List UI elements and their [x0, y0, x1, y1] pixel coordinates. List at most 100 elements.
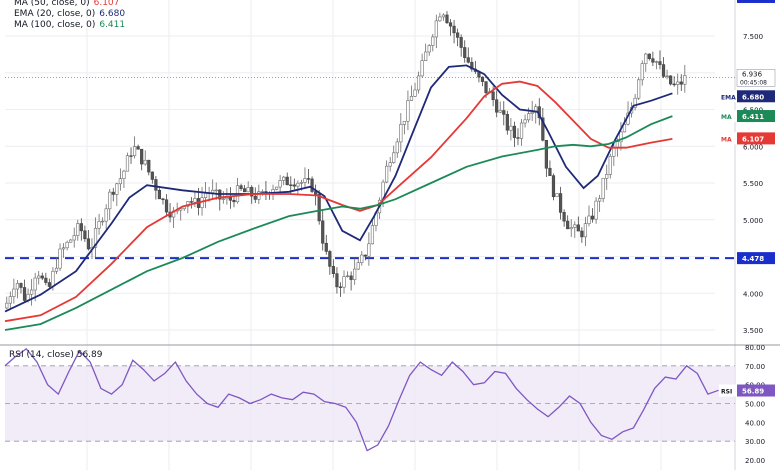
current-price-value: 6.936 [742, 70, 763, 78]
candle-body [321, 220, 325, 244]
candle-body [527, 113, 531, 121]
candle-body [573, 224, 577, 228]
candle-body [353, 268, 357, 280]
candle-body [331, 266, 335, 274]
candle-body [345, 275, 350, 277]
candle-body [370, 225, 375, 245]
candle-body [523, 119, 527, 124]
candle-body [505, 114, 509, 131]
indicator-line [4, 64, 673, 313]
candle-body [569, 227, 573, 230]
candle-body [296, 182, 300, 187]
candle-body [328, 251, 332, 267]
candle-body [360, 254, 364, 264]
candle-body [470, 61, 474, 70]
candle-body [306, 178, 311, 180]
rsi-tick-label: 50.00 [745, 401, 765, 409]
candle-body [314, 191, 318, 195]
candle-body [548, 167, 552, 176]
candle-body [576, 224, 580, 232]
indicator-tag-name: MA [721, 136, 732, 143]
candle-body [484, 81, 488, 94]
indicator-tag-value: 6.411 [742, 113, 764, 121]
candle-body [335, 273, 339, 288]
rsi-tag-bg [737, 384, 775, 397]
candle-body [658, 61, 662, 65]
candle-body [438, 16, 442, 22]
candle-body [51, 270, 55, 287]
legend-rsi: RSI (14, close) 56.89 [9, 350, 103, 360]
price-tick-label: 4.000 [743, 290, 763, 298]
candle-body [12, 288, 16, 297]
candle-body [76, 223, 80, 236]
indicator-tag-bg [737, 110, 775, 123]
candle-body [615, 141, 619, 148]
candle-body [214, 189, 218, 192]
rsi-tick-label: 80.00 [745, 344, 765, 352]
candle-body [250, 187, 254, 197]
candle-body [147, 159, 151, 173]
candle-body [498, 110, 502, 113]
rsi-tag-name-bg [719, 384, 737, 397]
candle-body [647, 53, 651, 59]
candle-body [601, 177, 605, 199]
candle-body [356, 262, 360, 270]
candle-body [676, 81, 680, 85]
candle-body [392, 152, 396, 163]
candle-body [101, 220, 105, 223]
candle-body [19, 283, 23, 288]
candle-body [30, 289, 34, 295]
candle-body [108, 191, 112, 210]
candle-body [534, 106, 538, 113]
candle-body [466, 57, 470, 63]
indicator-tag-bg [737, 132, 775, 145]
candle-body [679, 81, 683, 85]
candle-body [445, 14, 449, 24]
price-tick-label: 7.500 [743, 33, 763, 41]
legend-ma50: MA (50, close, 0) 6.107 [14, 0, 119, 8]
legend-ma50-label: MA (50, close, 0) [14, 0, 90, 8]
candle-body [594, 200, 598, 220]
candle-body [154, 179, 158, 191]
price-tick-label: 5.000 [743, 217, 763, 225]
candle-body [608, 155, 612, 175]
rsi-tick-label: 30.00 [745, 438, 765, 446]
candle-body [683, 75, 687, 85]
indicator-line [4, 115, 673, 331]
candle-body [672, 83, 676, 86]
legend-ma100-label: MA (100, close, 0) [14, 20, 96, 30]
candle-body [633, 97, 637, 108]
legend-ema20-value: 6.680 [99, 9, 126, 19]
candle-body [115, 183, 119, 195]
price-tick-label: 6.000 [743, 143, 763, 151]
candle-body [661, 64, 666, 77]
legend-ma100-value: 6.411 [99, 20, 126, 30]
candle-body [179, 208, 183, 211]
candle-body [424, 51, 428, 61]
candle-body [434, 20, 438, 38]
candle-body [161, 198, 165, 201]
candle-body [566, 220, 570, 230]
candle-body [541, 117, 545, 141]
candle-body [97, 221, 101, 229]
candle-body [480, 76, 485, 82]
candle-body [395, 141, 399, 154]
candle-body [47, 282, 51, 287]
candle-body [558, 193, 563, 213]
candle-body [583, 223, 588, 238]
candle-body [72, 235, 76, 241]
candle-body [605, 174, 609, 179]
candle-body [310, 178, 314, 192]
candle-body [65, 241, 69, 249]
candle-body [420, 60, 424, 77]
candle-body [502, 110, 506, 115]
candle-body [228, 197, 233, 201]
price-tick-label: 5.500 [743, 180, 763, 188]
candle-body [239, 185, 243, 189]
candle-body [93, 227, 98, 248]
rsi-line [4, 348, 719, 452]
candle-body [441, 14, 446, 18]
candle-body [463, 47, 467, 58]
candle-body [289, 184, 293, 186]
